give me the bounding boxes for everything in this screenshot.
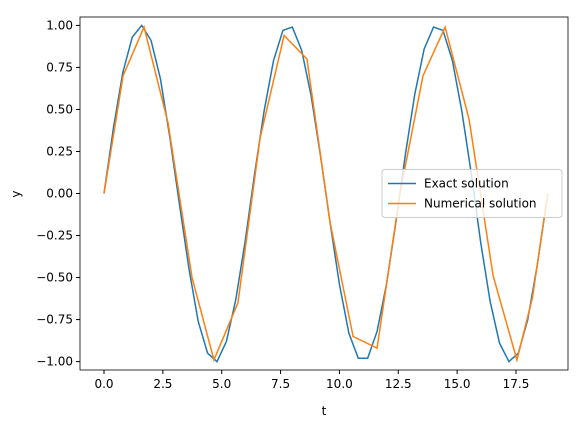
x-tick-label: 7.5 <box>271 377 290 391</box>
y-tick-label: 0.00 <box>46 187 73 201</box>
y-tick-label: 0.25 <box>46 144 73 158</box>
y-tick-label: −0.75 <box>36 313 73 327</box>
y-tick-label: 0.50 <box>46 102 73 116</box>
legend-label: Exact solution <box>424 177 509 191</box>
x-tick-label: 12.5 <box>385 377 412 391</box>
x-axis-label: t <box>322 404 327 418</box>
legend-frame <box>381 169 563 218</box>
x-tick-label: 10.0 <box>326 377 353 391</box>
axes-frame <box>79 16 569 371</box>
y-tick-label: −0.50 <box>36 271 73 285</box>
x-tick-label: 0.0 <box>94 377 113 391</box>
y-axis-label: y <box>9 190 23 197</box>
x-tick-label: 17.5 <box>503 377 530 391</box>
x-tick-label: 2.5 <box>153 377 172 391</box>
y-tick-label: 1.00 <box>46 18 73 32</box>
series-line <box>103 24 549 363</box>
y-tick-label: 0.75 <box>46 60 73 74</box>
y-tick-label: −1.00 <box>36 355 73 369</box>
legend: Exact solution Numerical solution <box>381 169 563 218</box>
x-tick-label: 5.0 <box>212 377 231 391</box>
y-tick-label: −0.25 <box>36 229 73 243</box>
legend-label: Numerical solution <box>424 197 537 211</box>
x-tick-label: 15.0 <box>444 377 471 391</box>
